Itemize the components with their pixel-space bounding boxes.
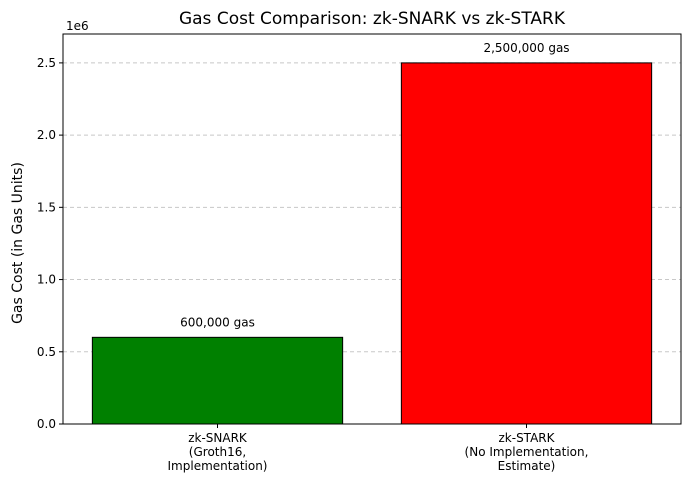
y-tick-label: 1.0 [37, 273, 56, 287]
y-axis-label: Gas Cost (in Gas Units) [10, 162, 26, 324]
x-tick-label: (Groth16, [189, 445, 246, 459]
data-labels: 600,000 gas 2,500,000 gas [180, 41, 569, 329]
y-tick-label: 1.5 [37, 200, 56, 214]
y-axis-offset-label: 1e6 [66, 19, 89, 33]
x-tick-label: zk-SNARK [188, 431, 248, 445]
bar [400, 62, 653, 425]
x-tick-label: zk-STARK [498, 431, 555, 445]
chart-title: Gas Cost Comparison: zk-SNARK vs zk-STAR… [179, 9, 566, 29]
x-tick-label: Estimate) [498, 459, 556, 473]
bars [91, 62, 653, 425]
y-tick-label: 0.5 [37, 345, 56, 359]
y-tick-label: 2.5 [37, 56, 56, 70]
bar [91, 336, 344, 425]
x-tick-label: (No Implementation, [465, 445, 589, 459]
bar-data-label: 2,500,000 gas [483, 41, 569, 55]
y-tick-label: 2.0 [37, 128, 56, 142]
bar-data-label: 600,000 gas [180, 315, 255, 329]
plot-frame [62, 33, 682, 425]
y-tick-label: 0.0 [37, 417, 56, 431]
y-axis-ticks: 0.0 0.5 1.0 1.5 2.0 2.5 [37, 56, 63, 431]
x-axis-ticks: zk-SNARK(Groth16,Implementation) zk-STARK… [168, 424, 589, 473]
x-tick-label: Implementation) [168, 459, 268, 473]
